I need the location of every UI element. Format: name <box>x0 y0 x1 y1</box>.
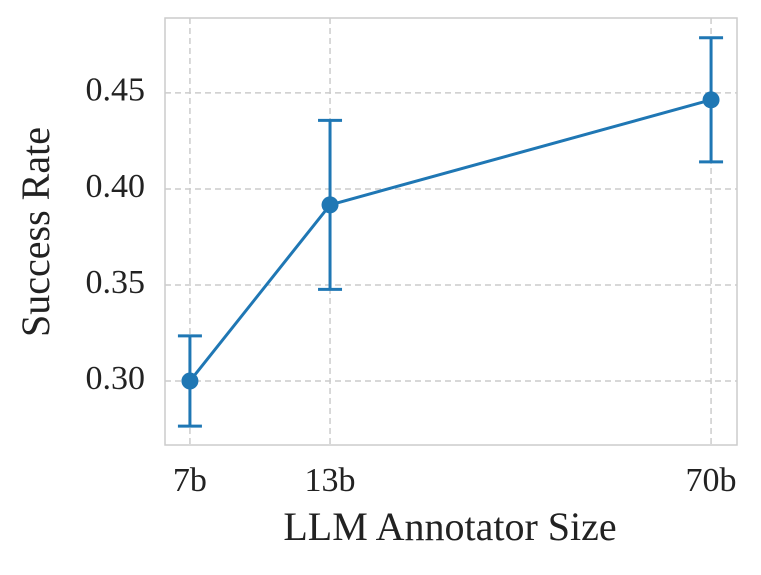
x-tick-label: 70b <box>686 462 737 499</box>
y-tick-label: 0.30 <box>86 360 146 397</box>
y-axis-label: Success Rate <box>13 127 58 337</box>
data-point <box>181 372 199 390</box>
x-tick-label: 13b <box>305 462 356 499</box>
y-tick-label: 0.45 <box>86 72 146 109</box>
series-line <box>188 98 712 382</box>
x-tick-label: 7b <box>173 462 207 499</box>
y-tick-label: 0.35 <box>86 264 146 301</box>
x-axis-label: LLM Annotator Size <box>283 504 616 549</box>
data-point <box>321 196 339 214</box>
y-tick-label: 0.40 <box>86 168 146 205</box>
data-point <box>702 91 720 109</box>
plot-frame <box>164 17 738 446</box>
